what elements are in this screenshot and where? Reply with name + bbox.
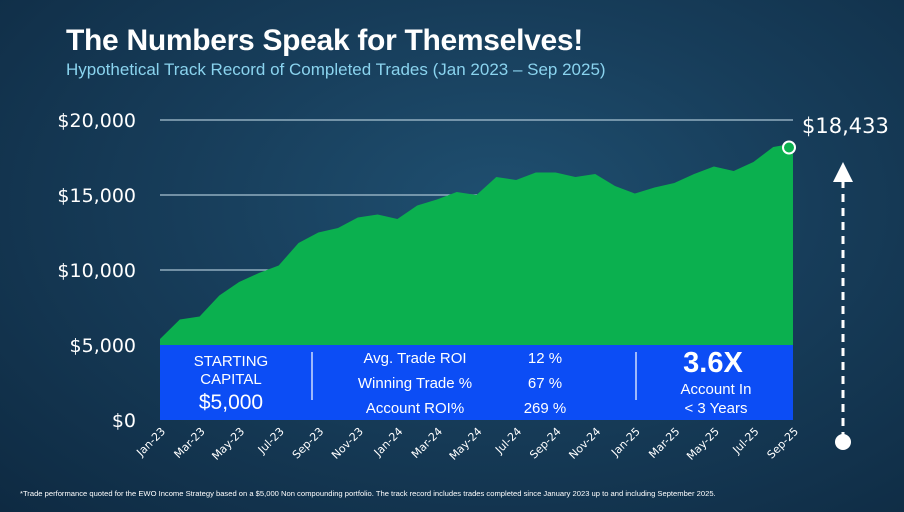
x-tick-label: Sep-24 bbox=[527, 425, 564, 462]
x-tick-label: Jan-23 bbox=[134, 425, 169, 460]
account-multiple: 3.6X bbox=[683, 347, 743, 379]
x-tick-label: Sep-23 bbox=[290, 425, 327, 462]
growth-arrow bbox=[833, 162, 853, 450]
stat-value-account-roi: 269 % bbox=[524, 400, 567, 417]
x-tick-label: Mar-24 bbox=[409, 425, 445, 461]
x-tick-label: Jan-24 bbox=[371, 425, 406, 460]
growth-arrow-base bbox=[835, 434, 851, 450]
stat-value-winning-trade: 67 % bbox=[528, 375, 562, 392]
growth-arrow-head bbox=[833, 162, 853, 182]
starting-capital-label-2: CAPITAL bbox=[200, 371, 261, 388]
x-tick-label: Jul-23 bbox=[255, 425, 287, 457]
stats-box-background bbox=[160, 345, 793, 420]
starting-capital-value: $5,000 bbox=[199, 391, 263, 414]
account-multiple-caption-1: Account In bbox=[681, 381, 752, 398]
final-value-marker bbox=[782, 140, 796, 155]
chart-title: The Numbers Speak for Themselves! bbox=[66, 24, 583, 57]
x-tick-label: Nov-24 bbox=[566, 425, 603, 462]
x-tick-label: Mar-25 bbox=[646, 425, 682, 461]
y-tick-label: $10,000 bbox=[57, 260, 136, 282]
x-tick-label: May-23 bbox=[209, 425, 247, 463]
y-tick-label: $0 bbox=[112, 410, 136, 432]
y-tick-label: $5,000 bbox=[70, 335, 136, 357]
x-tick-label: Nov-23 bbox=[329, 425, 366, 462]
x-tick-label: Sep-25 bbox=[765, 425, 802, 462]
x-tick-label: May-25 bbox=[684, 425, 722, 463]
chart-subtitle: Hypothetical Track Record of Completed T… bbox=[66, 60, 606, 79]
y-tick-label: $15,000 bbox=[57, 185, 136, 207]
x-tick-label: Jul-25 bbox=[730, 425, 762, 457]
stat-label-avg-trade-roi: Avg. Trade ROI bbox=[363, 350, 466, 367]
x-tick-label: Jul-24 bbox=[492, 425, 524, 457]
starting-capital-label-1: STARTING bbox=[194, 353, 268, 370]
x-tick-label: May-24 bbox=[447, 425, 485, 463]
stat-label-account-roi: Account ROI% bbox=[366, 400, 464, 417]
y-tick-label: $20,000 bbox=[57, 110, 136, 132]
x-tick-label: Mar-23 bbox=[172, 425, 208, 461]
final-value-label: $18,433 bbox=[802, 114, 889, 138]
stat-label-winning-trade: Winning Trade % bbox=[358, 375, 472, 392]
x-tick-label: Jan-25 bbox=[608, 425, 643, 460]
stats-box: STARTING CAPITAL $5,000 Avg. Trade ROI 1… bbox=[160, 345, 793, 420]
account-multiple-caption-2: < 3 Years bbox=[685, 400, 748, 417]
stat-value-avg-trade-roi: 12 % bbox=[528, 350, 562, 367]
y-axis-ticks: $0 $5,000 $10,000 $15,000 $20,000 bbox=[57, 110, 136, 432]
x-axis-ticks: Jan-23 Mar-23 May-23 Jul-23 Sep-23 Nov-23 Jan-… bbox=[134, 425, 802, 463]
footnote: *Trade performance quoted for the EWO In… bbox=[20, 489, 716, 498]
